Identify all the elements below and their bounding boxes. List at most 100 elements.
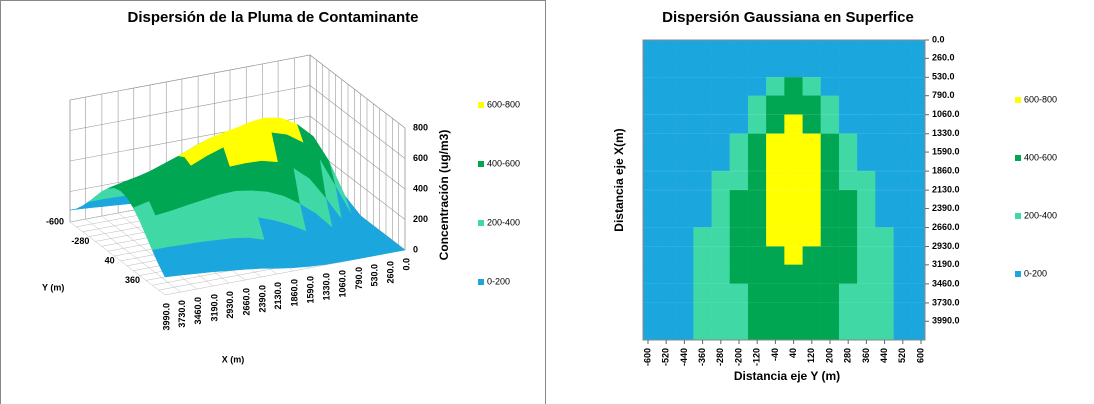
contour-cell (711, 151, 731, 171)
contour-cell (711, 264, 731, 284)
floor-line (69, 221, 166, 296)
contour-cell (747, 151, 767, 171)
contour-cell (820, 58, 840, 78)
x-tick-label: -520 (661, 348, 671, 366)
contour-cell (766, 283, 785, 303)
y-tick-label: 360 (125, 275, 140, 285)
contour-cell (675, 321, 694, 341)
contour-cell (656, 95, 676, 115)
contour-cell (747, 95, 767, 115)
contour-cell (893, 133, 913, 153)
contour-cell (820, 208, 840, 228)
contour-cell (820, 246, 840, 266)
contour-cell (802, 151, 822, 171)
contour-cell (729, 283, 749, 303)
contour-cell (911, 77, 926, 97)
x-tick-label: 440 (879, 348, 889, 363)
contour-cell (875, 321, 894, 341)
contour-cell (820, 77, 840, 97)
contour-cell (802, 77, 822, 97)
contour-cell (893, 264, 913, 284)
contour-cell (838, 321, 858, 341)
legend-label: 200-400 (487, 217, 520, 227)
contour-cell (711, 302, 731, 322)
contour-cell (747, 321, 767, 341)
contour-cell (729, 302, 749, 322)
x-tick-label: -440 (679, 348, 689, 366)
contour-cell (857, 114, 876, 134)
contour-cell (729, 170, 749, 191)
contour-cell (766, 208, 785, 228)
contour-cell (893, 321, 913, 341)
contour-cell (729, 77, 749, 97)
contour-cell (838, 133, 858, 153)
contour-cell (693, 321, 712, 341)
contour-cell (693, 58, 712, 78)
x-tick-label: -600 (642, 348, 652, 366)
contour-cell (766, 151, 785, 171)
contour-cell (857, 151, 876, 171)
contour-cell (766, 77, 785, 97)
contour-cell (838, 58, 858, 78)
contour-cell (784, 321, 803, 341)
contour-cell (893, 58, 913, 78)
contour-cell (642, 58, 658, 78)
contour-cell (838, 208, 858, 228)
legend-label: 0-200 (487, 276, 510, 286)
contour-cell (893, 114, 913, 134)
contour-cell (784, 114, 803, 134)
x-tick-label: 3190.0 (209, 294, 219, 322)
contour-cell (802, 302, 822, 322)
contour-cell (729, 95, 749, 115)
contour-cell (766, 133, 785, 153)
contour-cell (838, 264, 858, 284)
contour-cell (656, 264, 676, 284)
contour-cell (802, 58, 822, 78)
contour-cell (711, 227, 731, 247)
contour-cell (838, 246, 858, 266)
contour-cell (656, 151, 676, 171)
x-tick-label: -200 (733, 348, 743, 366)
contour-cell (747, 246, 767, 266)
contour-cell (656, 58, 676, 78)
contour-cell (729, 114, 749, 134)
contour-cell (642, 170, 658, 191)
contour-cell (784, 283, 803, 303)
contour-cell (893, 151, 913, 171)
contour-cell (675, 208, 694, 228)
contour-cell (711, 39, 731, 59)
contour-cell (747, 227, 767, 247)
y-tick-label: 1330.0 (932, 128, 960, 138)
contour-cell (857, 283, 876, 303)
contour-cell (642, 227, 658, 247)
x-tick-label: 120 (806, 348, 816, 363)
x-tick-label: 1060.0 (338, 270, 348, 298)
y-tick-label: -280 (71, 236, 89, 246)
legend-label: 400-600 (487, 158, 520, 168)
contour-cell (911, 114, 926, 134)
y-tick-label: 1060.0 (932, 109, 960, 119)
contour-cell (642, 189, 658, 210)
contour-cell (693, 170, 712, 191)
contour-cell (711, 114, 731, 134)
contour-cell (838, 114, 858, 134)
legend-swatch (478, 279, 484, 285)
contour-cell (875, 151, 894, 171)
contour-cell (729, 227, 749, 247)
x-tick-label: 530.0 (369, 264, 379, 287)
contour-cell (893, 283, 913, 303)
contour-cell (693, 208, 712, 228)
contour-cell (693, 39, 712, 59)
contour-cell (820, 189, 840, 210)
contour-cell (857, 95, 876, 115)
contour-cell (729, 208, 749, 228)
contour-cell (675, 227, 694, 247)
contour-cell (875, 302, 894, 322)
contour-cell (857, 264, 876, 284)
surface-cell (158, 261, 182, 278)
y-tick-label: 2660.0 (932, 222, 960, 232)
contour-cell (820, 39, 840, 59)
contour-cell (875, 246, 894, 266)
y-tick-label: 3190.0 (932, 259, 960, 269)
